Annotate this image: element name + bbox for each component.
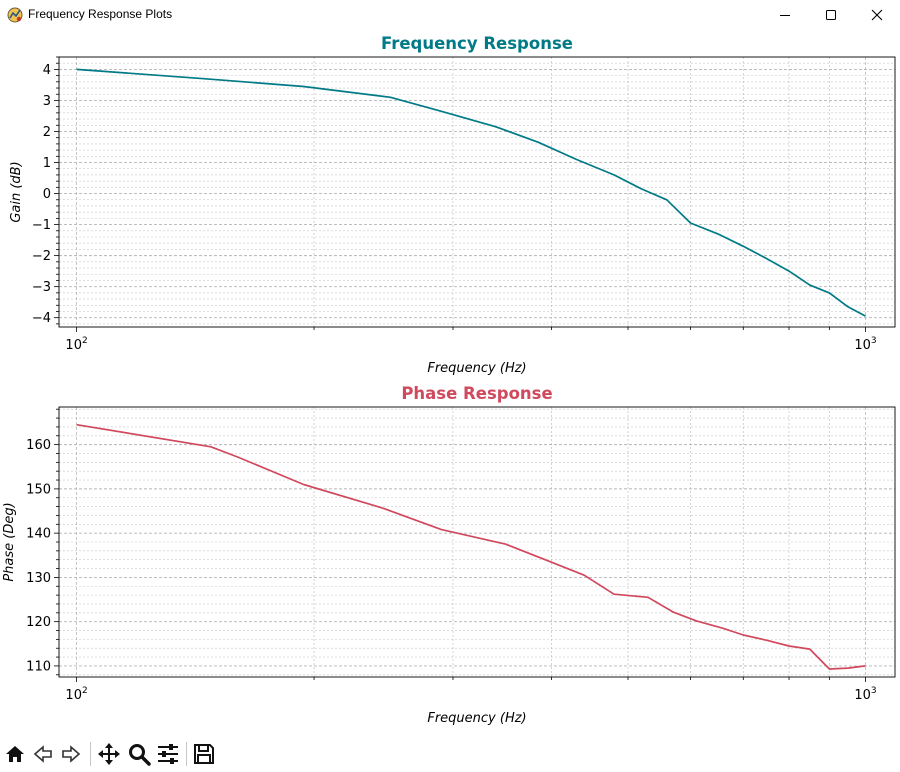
y-axis-label: Phase (Deg) [2, 502, 17, 581]
save-button[interactable] [191, 740, 217, 768]
chart-title: Frequency Response [381, 34, 573, 53]
y-tick-label: −3 [32, 280, 51, 295]
pan-icon [98, 743, 120, 765]
grid [59, 407, 895, 677]
x-tick-label: 102 [65, 336, 87, 353]
x-tick-label: 103 [854, 336, 876, 353]
phase-plot: 160 150 140 130 120 110 102 103 Phase Response Fr… [2, 384, 896, 726]
maximize-button[interactable] [808, 0, 854, 30]
zoom-icon [129, 744, 151, 766]
phase-series-line [76, 423, 866, 670]
y-tick-label: 140 [26, 527, 51, 542]
y-tick-label: 120 [26, 615, 51, 630]
x-tick-label: 103 [854, 686, 876, 703]
y-tick-label: −4 [32, 311, 51, 326]
y-tick-label: 3 [43, 94, 51, 109]
configure-subplots-button[interactable] [155, 740, 181, 768]
zoom-button[interactable] [126, 740, 152, 768]
back-arrow-icon [33, 745, 52, 763]
title-bar: Frequency Response Plots [0, 0, 900, 31]
configure-subplots-icon [158, 744, 178, 764]
save-icon [194, 744, 214, 764]
pan-button[interactable] [96, 740, 122, 768]
toolbar-separator [186, 742, 187, 766]
plot-area: 4 3 2 1 0 −1 −2 −3 −4 102 103 Frequency Response Fre… [2, 34, 896, 726]
y-tick-label: −1 [32, 218, 51, 233]
y-tick-label: 2 [43, 125, 51, 140]
figure-canvas[interactable]: 4 3 2 1 0 −1 −2 −3 −4 102 103 Frequency Response Fre… [0, 30, 900, 736]
y-tick-label: 1 [43, 156, 51, 171]
gain-plot: 4 3 2 1 0 −1 −2 −3 −4 102 103 Frequency Response Fre… [9, 34, 896, 376]
back-button[interactable] [30, 740, 56, 768]
y-tick-label: 4 [43, 63, 51, 78]
axes-frame [58, 406, 896, 678]
y-tick-label: 150 [26, 482, 51, 497]
x-tick-label: 102 [65, 686, 87, 703]
forward-arrow-icon [62, 745, 81, 763]
x-axis-label: Frequency (Hz) [427, 361, 526, 376]
close-icon [871, 9, 883, 21]
minimize-button[interactable] [762, 0, 808, 30]
home-button[interactable] [2, 740, 28, 768]
home-icon [6, 746, 24, 762]
python-figure-icon [7, 7, 23, 23]
y-tick-label: −2 [32, 249, 51, 264]
window-title: Frequency Response Plots [28, 7, 173, 21]
chart-title: Phase Response [401, 384, 552, 403]
y-tick-label: 160 [26, 438, 51, 453]
x-axis-label: Frequency (Hz) [427, 711, 526, 726]
axes-frame [58, 56, 896, 328]
forward-button[interactable] [58, 740, 84, 768]
gain-series-line [76, 68, 866, 317]
close-button[interactable] [854, 0, 900, 30]
toolbar-separator [90, 742, 91, 766]
minimize-icon [780, 15, 790, 16]
maximize-icon [826, 10, 836, 20]
navigation-toolbar [0, 736, 900, 772]
axes-background [59, 57, 895, 327]
y-tick-label: 130 [26, 571, 51, 586]
y-tick-label: 110 [26, 659, 51, 674]
y-tick-label: 0 [43, 187, 51, 202]
y-axis-label: Gain (dB) [9, 161, 24, 222]
